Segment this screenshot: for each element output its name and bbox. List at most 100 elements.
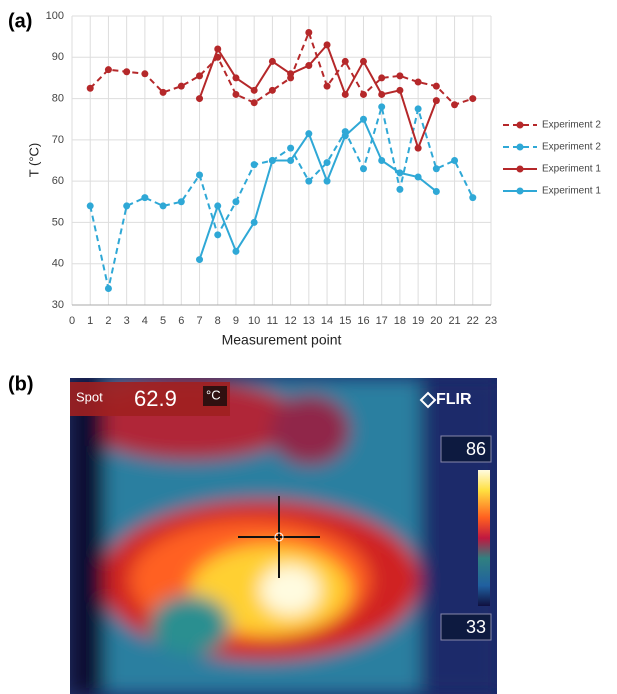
data-point <box>378 157 386 164</box>
data-point <box>104 66 112 74</box>
spot-label: Spot <box>76 389 103 404</box>
x-tick-label: 10 <box>248 315 260 327</box>
legend-label: Experiment 1 <box>542 164 601 175</box>
data-point <box>232 247 240 255</box>
x-tick-label: 2 <box>105 315 111 327</box>
thermal-image: Spot 62.9 °C FLIR 86 33 <box>70 378 497 694</box>
data-point <box>104 284 112 292</box>
data-point <box>196 72 204 80</box>
x-tick-label: 4 <box>142 315 148 327</box>
series-line <box>89 29 474 106</box>
data-point <box>159 202 167 210</box>
brand-icon <box>419 391 437 409</box>
y-tick-label: 50 <box>52 216 64 228</box>
data-point <box>177 198 185 206</box>
data-point <box>214 231 222 239</box>
data-point <box>432 187 440 195</box>
panel-label: (a) <box>8 10 32 32</box>
x-tick-label: 18 <box>394 315 406 327</box>
x-tick-label: 6 <box>178 315 184 327</box>
panel-label: (b) <box>8 373 34 395</box>
data-point <box>214 202 222 210</box>
data-point <box>359 115 367 123</box>
data-point <box>414 173 422 181</box>
heat-map <box>70 378 497 694</box>
legend-label: Experiment 2 <box>542 120 601 131</box>
data-point <box>341 57 349 65</box>
legend-swatch <box>516 165 524 173</box>
data-point <box>378 74 386 82</box>
y-tick-label: 80 <box>52 92 64 104</box>
data-point <box>196 256 204 264</box>
data-point <box>323 82 331 90</box>
y-tick-label: 90 <box>52 51 64 63</box>
data-point <box>86 202 94 210</box>
legend-label: Experiment 1 <box>542 186 601 197</box>
data-point <box>123 202 131 210</box>
series-line <box>198 117 437 260</box>
y-tick-label: 100 <box>46 10 64 22</box>
data-point <box>305 29 313 37</box>
y-tick-label: 70 <box>52 134 64 146</box>
data-point <box>268 86 276 94</box>
x-tick-label: 7 <box>196 315 202 327</box>
x-tick-label: 13 <box>303 315 315 327</box>
legend-swatch <box>516 143 524 151</box>
x-tick-label: 8 <box>215 315 221 327</box>
data-point <box>414 144 422 152</box>
data-point <box>123 68 131 76</box>
data-point <box>268 157 276 164</box>
x-tick-label: 17 <box>376 315 388 327</box>
color-bar <box>478 470 490 606</box>
data-point <box>214 45 222 53</box>
brand: FLIR <box>436 391 472 408</box>
spot-value: 62.9 <box>134 386 177 411</box>
data-point <box>451 157 459 164</box>
scale-box <box>440 613 492 641</box>
data-point <box>305 130 313 138</box>
data-point <box>268 57 276 65</box>
data-point <box>287 157 295 164</box>
data-point <box>141 70 149 78</box>
series-line <box>89 104 474 289</box>
data-point <box>341 132 349 140</box>
data-point <box>359 57 367 65</box>
data-point <box>451 101 459 109</box>
data-point <box>378 103 386 111</box>
scale-min: 33 <box>466 617 486 637</box>
data-point <box>341 90 349 98</box>
data-point <box>232 198 240 206</box>
crosshair <box>274 532 284 542</box>
data-point <box>250 86 258 94</box>
data-point <box>414 78 422 86</box>
data-point <box>396 169 404 177</box>
data-point <box>469 95 477 103</box>
data-point <box>305 62 313 70</box>
x-tick-label: 11 <box>267 315 278 327</box>
x-tick-label: 14 <box>321 315 333 327</box>
data-point <box>359 90 367 98</box>
data-point <box>232 90 240 98</box>
y-axis-label: T (°C) <box>26 143 41 178</box>
data-point <box>86 84 94 92</box>
legend-label: Experiment 2 <box>542 142 601 153</box>
unit: °C <box>206 387 221 402</box>
data-point <box>432 97 440 105</box>
data-point <box>396 72 404 80</box>
data-point <box>232 74 240 82</box>
data-point <box>469 194 477 202</box>
data-point <box>159 88 167 96</box>
data-point <box>359 165 367 173</box>
x-tick-label: 19 <box>412 315 424 327</box>
x-tick-label: 16 <box>357 315 369 327</box>
data-point <box>196 171 204 179</box>
data-point <box>287 70 295 78</box>
legend-swatch <box>516 187 524 195</box>
x-tick-label: 15 <box>339 315 351 327</box>
unit-box <box>203 386 227 406</box>
data-point <box>141 194 149 202</box>
data-point <box>396 86 404 94</box>
legend-swatch <box>516 121 524 129</box>
x-tick-label: 20 <box>430 315 442 327</box>
